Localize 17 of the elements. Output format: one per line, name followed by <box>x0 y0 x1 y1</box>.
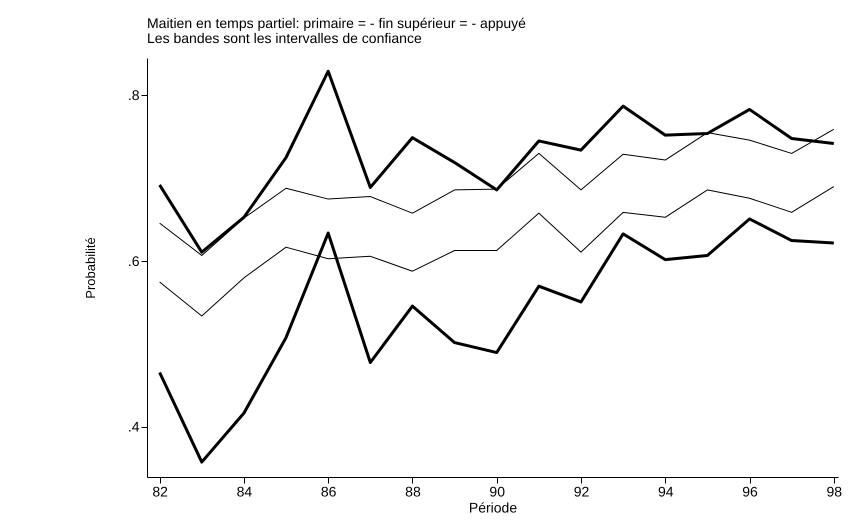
y-tick-label: .8 <box>128 86 140 103</box>
x-tick-label: 92 <box>574 484 590 500</box>
x-tick-label: 98 <box>826 484 842 500</box>
x-tick-label: 88 <box>405 484 421 500</box>
x-axis-title: Période <box>468 500 518 516</box>
chart-title: Maitien en temps partiel: primaire = - fin supérieur = - appuyé <box>147 15 526 31</box>
line-series <box>158 70 836 254</box>
x-tick-label: 90 <box>489 484 506 500</box>
x-tick-label: 94 <box>658 484 674 500</box>
y-tick-label: .6 <box>128 252 140 269</box>
y-tick-label: .4 <box>128 418 140 435</box>
x-tick-label: 86 <box>320 484 337 500</box>
x-tick-label: 82 <box>152 484 168 500</box>
chart-subtitle: Les bandes sont les intervalles de confiance <box>147 30 422 46</box>
x-tick-label: 84 <box>236 484 252 500</box>
y-axis-title: Probabilité <box>82 237 98 299</box>
x-tick-label: 96 <box>742 484 758 500</box>
